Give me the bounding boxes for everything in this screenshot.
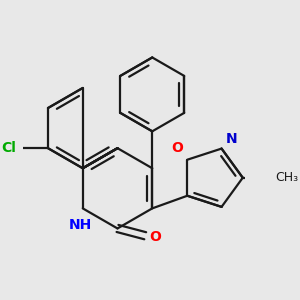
Text: O: O bbox=[150, 230, 161, 244]
Text: O: O bbox=[171, 141, 183, 155]
Text: Cl: Cl bbox=[1, 141, 16, 155]
Text: NH: NH bbox=[69, 218, 92, 232]
Text: CH₃: CH₃ bbox=[275, 171, 298, 184]
Text: N: N bbox=[226, 132, 238, 146]
